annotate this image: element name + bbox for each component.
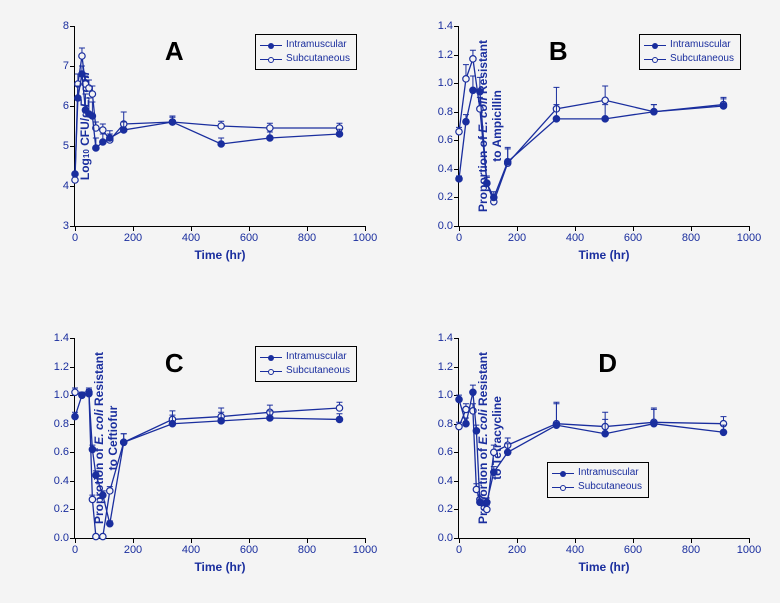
marker-subcutaneous: [72, 389, 78, 395]
marker-subcutaneous: [93, 533, 99, 539]
marker-intramuscular: [169, 119, 175, 125]
marker-intramuscular: [336, 416, 342, 422]
marker-intramuscular: [553, 116, 559, 122]
marker-intramuscular: [477, 89, 483, 95]
marker-intramuscular: [456, 396, 462, 402]
marker-intramuscular: [651, 421, 657, 427]
marker-intramuscular: [107, 135, 113, 141]
series-line-subcutaneous: [75, 56, 339, 180]
marker-subcutaneous: [267, 125, 273, 131]
marker-intramuscular: [89, 113, 95, 119]
marker-intramuscular: [93, 145, 99, 151]
marker-intramuscular: [121, 439, 127, 445]
series-line-intramuscular: [75, 74, 339, 174]
series-line-subcutaneous: [75, 392, 339, 536]
series-line-subcutaneous: [459, 59, 723, 202]
panel-A: 34567802004006008001000Time (hr)Log10 CF…: [0, 0, 390, 290]
plot-area-A: 34567802004006008001000Time (hr)Log10 CF…: [74, 26, 365, 227]
xlabel: Time (hr): [578, 538, 629, 574]
series-line-intramuscular: [459, 90, 723, 197]
chart-svg: [459, 338, 749, 538]
chart-svg: [459, 26, 749, 226]
xlabel: Time (hr): [194, 226, 245, 262]
marker-subcutaneous: [100, 533, 106, 539]
marker-intramuscular: [72, 413, 78, 419]
marker-intramuscular: [79, 392, 85, 398]
xlabel: Time (hr): [194, 538, 245, 574]
marker-intramuscular: [720, 429, 726, 435]
marker-subcutaneous: [100, 127, 106, 133]
marker-intramuscular: [477, 499, 483, 505]
figure-canvas: 34567802004006008001000Time (hr)Log10 CF…: [0, 0, 780, 603]
marker-intramuscular: [75, 95, 81, 101]
chart-svg: [75, 338, 365, 538]
marker-subcutaneous: [336, 405, 342, 411]
marker-subcutaneous: [107, 488, 113, 494]
series-line-subcutaneous: [459, 409, 723, 509]
marker-intramuscular: [491, 469, 497, 475]
marker-intramuscular: [100, 139, 106, 145]
marker-subcutaneous: [456, 423, 462, 429]
panel-D: 0.00.20.40.60.81.01.21.40200400600800100…: [390, 310, 780, 600]
marker-subcutaneous: [456, 129, 462, 135]
marker-intramuscular: [72, 171, 78, 177]
marker-intramuscular: [491, 194, 497, 200]
marker-subcutaneous: [89, 496, 95, 502]
marker-intramuscular: [169, 421, 175, 427]
marker-intramuscular: [484, 499, 490, 505]
marker-intramuscular: [218, 141, 224, 147]
marker-intramuscular: [267, 415, 273, 421]
panel-C: 0.00.20.40.60.81.01.21.40200400600800100…: [0, 310, 390, 600]
marker-intramuscular: [470, 389, 476, 395]
marker-subcutaneous: [218, 123, 224, 129]
marker-intramuscular: [89, 446, 95, 452]
marker-intramuscular: [336, 131, 342, 137]
plot-area-D: 0.00.20.40.60.81.01.21.40200400600800100…: [458, 338, 749, 539]
plot-area-C: 0.00.20.40.60.81.01.21.40200400600800100…: [74, 338, 365, 539]
marker-intramuscular: [720, 103, 726, 109]
marker-intramuscular: [473, 428, 479, 434]
marker-subcutaneous: [484, 506, 490, 512]
marker-subcutaneous: [491, 449, 497, 455]
marker-intramuscular: [93, 472, 99, 478]
marker-intramuscular: [79, 71, 85, 77]
marker-subcutaneous: [463, 76, 469, 82]
marker-subcutaneous: [602, 97, 608, 103]
marker-intramuscular: [651, 109, 657, 115]
marker-subcutaneous: [470, 56, 476, 62]
marker-subcutaneous: [89, 91, 95, 97]
plot-area-B: 0.00.20.40.60.81.01.21.40200400600800100…: [458, 26, 749, 227]
xlabel: Time (hr): [578, 226, 629, 262]
marker-intramuscular: [470, 87, 476, 93]
marker-intramuscular: [456, 176, 462, 182]
marker-intramuscular: [484, 180, 490, 186]
marker-subcutaneous: [477, 106, 483, 112]
marker-intramuscular: [267, 135, 273, 141]
marker-intramuscular: [463, 119, 469, 125]
series-line-intramuscular: [459, 392, 723, 502]
marker-subcutaneous: [79, 53, 85, 59]
marker-intramuscular: [86, 391, 92, 397]
marker-intramuscular: [505, 449, 511, 455]
marker-intramuscular: [121, 127, 127, 133]
chart-svg: [75, 26, 365, 226]
marker-intramuscular: [218, 418, 224, 424]
panel-B: 0.00.20.40.60.81.01.21.40200400600800100…: [390, 0, 780, 290]
series-line-intramuscular: [75, 394, 339, 524]
marker-intramuscular: [107, 521, 113, 527]
marker-intramuscular: [463, 421, 469, 427]
marker-intramuscular: [602, 116, 608, 122]
marker-intramuscular: [602, 431, 608, 437]
marker-intramuscular: [505, 159, 511, 165]
marker-intramuscular: [553, 422, 559, 428]
marker-intramuscular: [100, 492, 106, 498]
